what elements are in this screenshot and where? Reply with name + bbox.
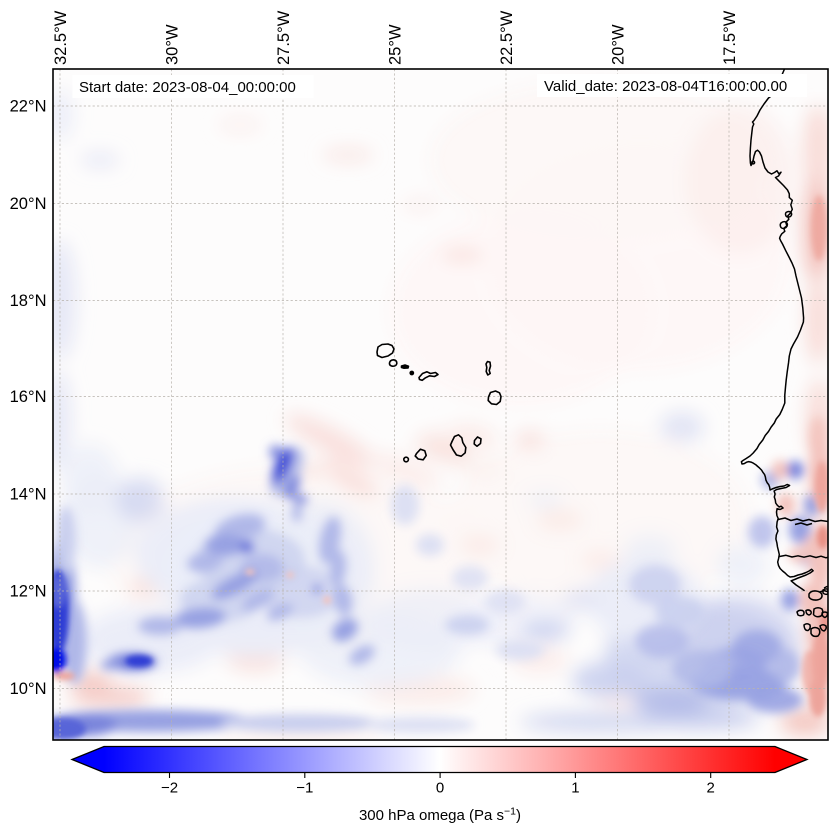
svg-text:1: 1 [571, 780, 579, 797]
svg-text:20°W: 20°W [610, 24, 628, 65]
svg-text:25°W: 25°W [387, 24, 405, 65]
svg-text:−1: −1 [296, 780, 313, 797]
svg-text:10°N: 10°N [10, 680, 47, 698]
svg-text:−2: −2 [161, 780, 178, 797]
svg-text:22.5°W: 22.5°W [498, 10, 516, 65]
svg-text:18°N: 18°N [10, 292, 47, 310]
svg-text:14°N: 14°N [10, 486, 47, 504]
svg-text:20°N: 20°N [10, 195, 47, 213]
svg-text:0: 0 [436, 780, 444, 797]
svg-text:12°N: 12°N [10, 583, 47, 601]
svg-text:17.5°W: 17.5°W [721, 10, 739, 65]
svg-text:2: 2 [707, 780, 715, 797]
svg-text:16°N: 16°N [10, 388, 47, 406]
svg-text:Valid_date: 2023-08-04T16:00:0: Valid_date: 2023-08-04T16:00:00.00 [544, 78, 787, 95]
svg-text:Start date: 2023-08-04_00:00:0: Start date: 2023-08-04_00:00:00 [79, 79, 296, 96]
svg-text:27.5°W: 27.5°W [275, 10, 293, 65]
svg-text:22°N: 22°N [10, 98, 47, 116]
svg-text:300 hPa omega (Pa s−1): 300 hPa omega (Pa s−1) [359, 806, 521, 825]
svg-text:30°W: 30°W [164, 24, 182, 65]
svg-text:32.5°W: 32.5°W [52, 10, 70, 65]
